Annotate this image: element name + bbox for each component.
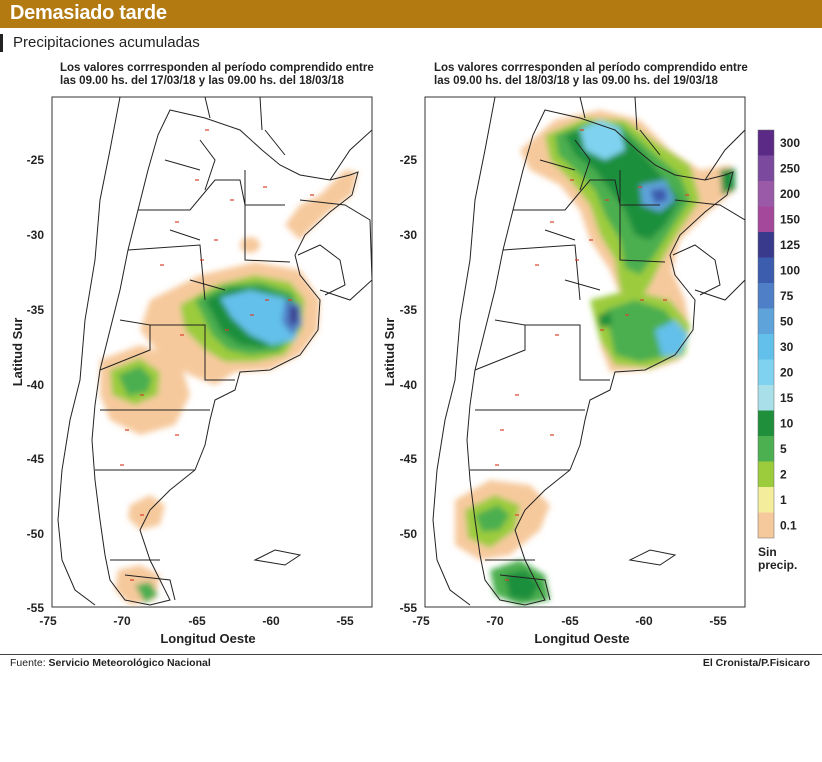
right-xtick-0: -75 [412, 614, 430, 628]
legend-label-250: 250 [780, 161, 800, 175]
left-x-axis: -75 -70 -65 -60 -55 [39, 614, 354, 628]
right-panel-caption: Los valores corrresponden al período com… [434, 62, 748, 88]
legend-label-30: 30 [780, 340, 794, 354]
legend-swatch-5 [758, 436, 774, 462]
right-ytick-1: -30 [400, 228, 418, 242]
left-caption-line1: Los valores corrresponden al período com… [60, 62, 374, 74]
left-xtick-0: -75 [39, 614, 57, 628]
precip-legend: 300 250 200 150 125 100 75 50 30 20 15 10 5 2 1 0.1Sinp… [757, 129, 800, 572]
left-panel-caption: Los valores corrresponden al período com… [60, 62, 374, 88]
right-ytick-3: -40 [400, 378, 418, 392]
legend-swatch-10 [758, 410, 774, 436]
right-y-axis-label: Latitud Sur [382, 318, 397, 387]
right-ytick-0: -25 [400, 153, 418, 167]
legend-label-2: 2 [780, 467, 787, 481]
legend-swatch-30 [758, 334, 774, 360]
right-country-outlines [432, 97, 745, 606]
legend-frame [757, 129, 775, 539]
legend-no-precip-label-1: Sin [758, 545, 777, 559]
legend-swatch-100 [758, 257, 774, 283]
legend-label-300: 300 [780, 136, 800, 150]
header-bar [0, 0, 822, 28]
left-ytick-4: -45 [27, 452, 45, 466]
legend-swatch-50 [758, 308, 774, 334]
right-xtick-1: -70 [486, 614, 504, 628]
left-y-axis-label: Latitud Sur [10, 318, 25, 387]
legend-swatch-2 [758, 461, 774, 487]
left-ytick-6: -55 [27, 601, 45, 615]
right-caption-line1: Los valores corrresponden al período com… [434, 62, 748, 74]
right-station-markers [495, 129, 689, 581]
legend-label-150: 150 [780, 212, 800, 226]
legend-label-75: 75 [780, 289, 794, 303]
right-xtick-4: -55 [709, 614, 727, 628]
page-subtitle: Precipitaciones acumuladas [0, 34, 200, 52]
legend-label-20: 20 [780, 365, 794, 379]
legend-swatch-20 [758, 359, 774, 385]
legend-swatch-1 [758, 487, 774, 513]
legend-label-100: 100 [780, 263, 800, 277]
left-ytick-1: -30 [27, 228, 45, 242]
right-caption-line2: las 09.00 hs. del 18/03/18 y las 09.00 h… [434, 75, 718, 87]
left-xtick-3: -60 [262, 614, 280, 628]
legend-swatch-125 [758, 232, 774, 258]
legend-swatch-300 [758, 130, 774, 156]
left-ytick-3: -40 [27, 378, 45, 392]
left-ytick-2: -35 [27, 303, 45, 317]
left-ytick-0: -25 [27, 153, 45, 167]
footer-source-prefix: Fuente: [10, 657, 49, 669]
left-y-axis: -25 -30 -35 -40 -45 -50 -55 [27, 153, 45, 615]
legend-label-125: 125 [780, 238, 800, 252]
legend-label-5: 5 [780, 442, 787, 456]
left-ytick-5: -50 [27, 527, 45, 541]
left-caption-line2: las 09.00 hs. del 17/03/18 y las 09.00 h… [60, 75, 344, 87]
right-xtick-3: -60 [635, 614, 653, 628]
right-ytick-5: -50 [400, 527, 418, 541]
right-map: -25 -30 -35 -40 -45 -50 -55 -75 -70 -65 … [382, 96, 746, 646]
legend-label-0.1: 0.1 [780, 518, 797, 532]
right-precip-field [455, 110, 735, 605]
legend-swatch-0.1 [758, 512, 774, 538]
left-map: -25 -30 -35 -40 -45 -50 -55 -75 -70 -65 … [10, 96, 373, 646]
footer-divider [0, 654, 822, 655]
right-x-axis-label: Longitud Oeste [534, 631, 629, 646]
legend-no-precip-label-2: precip. [758, 558, 797, 572]
legend-label-1: 1 [780, 493, 787, 507]
page-title: Demasiado tarde [10, 2, 167, 24]
left-xtick-1: -70 [113, 614, 131, 628]
left-x-axis-label: Longitud Oeste [160, 631, 255, 646]
legend-swatch-15 [758, 385, 774, 411]
legend-label-15: 15 [780, 391, 794, 405]
right-ytick-2: -35 [400, 303, 418, 317]
right-y-axis: -25 -30 -35 -40 -45 -50 -55 [400, 153, 418, 615]
footer-credit: El Cronista/P.Fisicaro [702, 657, 810, 669]
left-xtick-2: -65 [188, 614, 206, 628]
legend-swatch-250 [758, 155, 774, 181]
legend-swatch-75 [758, 283, 774, 309]
footer-source: Fuente: Servicio Meteorológico Nacional [10, 657, 211, 669]
legend-label-50: 50 [780, 314, 794, 328]
right-ytick-4: -45 [400, 452, 418, 466]
left-xtick-4: -55 [336, 614, 354, 628]
legend-label-200: 200 [780, 187, 800, 201]
right-x-axis: -75 -70 -65 -60 -55 [412, 614, 727, 628]
legend-swatch-200 [758, 181, 774, 207]
legend-swatch-150 [758, 206, 774, 232]
right-xtick-2: -65 [561, 614, 579, 628]
left-station-markers [120, 129, 314, 581]
right-ytick-6: -55 [400, 601, 418, 615]
footer-source-name: Servicio Meteorológico Nacional [48, 657, 211, 669]
left-country-outlines [57, 97, 372, 606]
legend-label-10: 10 [780, 416, 794, 430]
